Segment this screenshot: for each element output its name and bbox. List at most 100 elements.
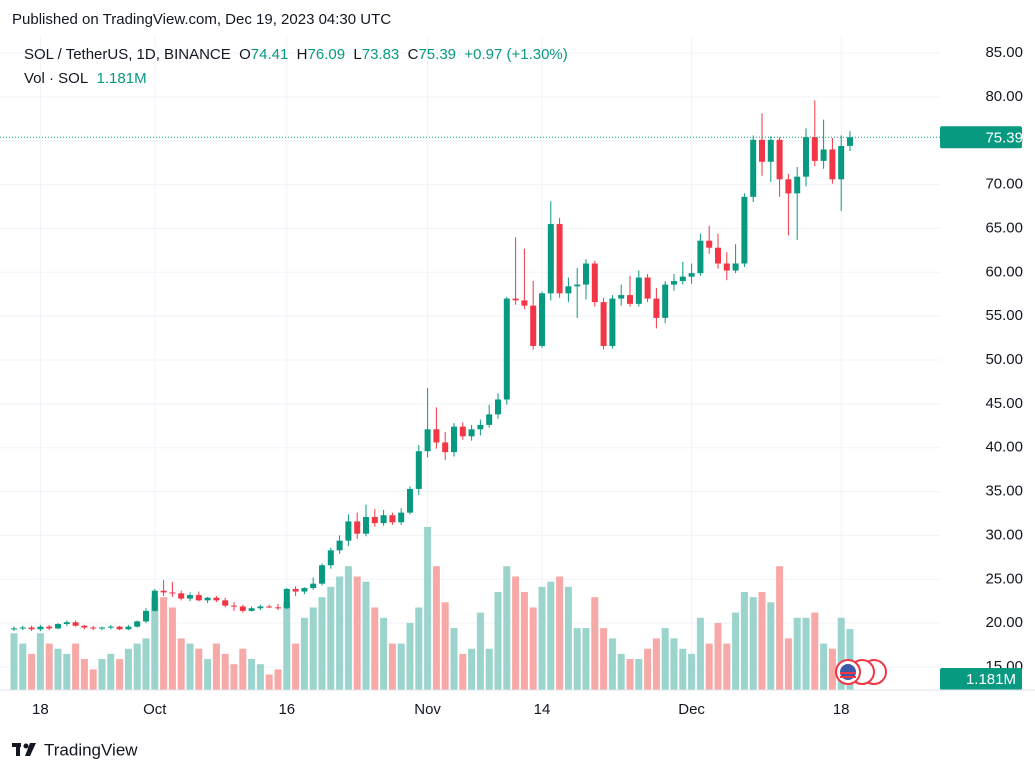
volume-bar: [151, 597, 159, 690]
volume-bar: [749, 597, 757, 690]
volume-bar: [133, 643, 141, 690]
candle-body: [512, 298, 519, 301]
volume-bar: [380, 617, 388, 690]
volume-bar: [784, 638, 792, 690]
volume-bar: [230, 664, 238, 690]
candle-body: [583, 263, 589, 285]
volume-bar: [80, 659, 88, 690]
volume-bar: [424, 527, 432, 690]
x-tick-label: Dec: [678, 701, 705, 718]
candle-body: [283, 588, 290, 609]
volume-value: 1.181M: [96, 70, 147, 87]
volume-bar: [362, 581, 370, 690]
volume-label: 1.181M: [966, 671, 1016, 688]
volume-bar: [564, 586, 572, 690]
y-tick-label: 85.00: [985, 44, 1023, 61]
x-tick-label: 18: [833, 701, 850, 718]
candle-body: [354, 521, 361, 534]
candle-body: [539, 293, 545, 346]
volume-bar: [547, 581, 555, 690]
volume-bar: [107, 653, 115, 690]
volume-bar: [837, 617, 845, 690]
volume-bar: [696, 617, 704, 690]
volume-bar: [573, 628, 581, 690]
volume-bar: [177, 638, 185, 690]
symbol: SOL / TetherUS, 1D, BINANCE: [24, 46, 231, 63]
candle-body: [204, 597, 211, 601]
candle-body: [556, 224, 563, 294]
low: 73.83: [361, 46, 400, 63]
candle-body: [767, 139, 774, 162]
volume-legend: Vol · SOL 1.181M: [24, 70, 147, 87]
volume-bar: [397, 643, 405, 690]
legend: SOL / TetherUS, 1D, BINANCE O 74.41 H 76.0…: [24, 46, 568, 63]
candle-body: [600, 302, 607, 346]
candle-body: [662, 284, 669, 318]
candle-body: [530, 305, 537, 346]
candle-body: [389, 515, 396, 523]
candle-body: [319, 565, 325, 584]
candle-body: [63, 622, 70, 625]
y-tick-label: 60.00: [985, 263, 1023, 280]
candle-body: [11, 628, 17, 630]
candle-body: [99, 627, 105, 629]
volume-bar: [705, 643, 713, 690]
candle-body: [195, 595, 202, 601]
x-tick-label: 14: [534, 701, 551, 718]
volume-bar: [767, 602, 775, 690]
candle-body: [565, 286, 572, 294]
candle-body: [688, 273, 695, 277]
candle-body: [345, 521, 352, 541]
volume-bar: [388, 643, 396, 690]
volume-bar: [776, 566, 784, 690]
volume-bar: [828, 648, 836, 690]
candle-body: [671, 281, 677, 285]
volume-bar: [459, 653, 467, 690]
volume-bar: [160, 597, 168, 690]
candle-body: [820, 149, 827, 161]
candle-body: [213, 597, 220, 601]
candle-body: [715, 247, 721, 264]
volume-bar: [256, 664, 264, 690]
candle-body: [803, 137, 809, 177]
volume-bar: [10, 633, 18, 690]
x-tick-label: Nov: [414, 701, 441, 718]
candle-body: [459, 426, 466, 437]
y-tick-label: 40.00: [985, 439, 1023, 456]
brand: TradingView: [44, 740, 138, 759]
last-price-box: [940, 126, 1022, 149]
volume-bar: [72, 643, 80, 690]
volume-bar: [265, 674, 273, 690]
volume-bar: [98, 659, 106, 690]
volume-bar: [54, 648, 62, 690]
volume-bar: [644, 648, 652, 690]
volume-bar: [28, 653, 36, 690]
candle-body: [811, 137, 818, 161]
volume-bar: [538, 586, 546, 690]
candle-body: [178, 593, 185, 599]
volume-title: Vol · SOL: [24, 70, 89, 87]
candle-body: [574, 284, 581, 287]
candle-body: [301, 588, 308, 592]
change: +0.97 (+1.30%): [464, 46, 568, 63]
volume-bar: [283, 602, 291, 690]
candle-body: [697, 240, 704, 274]
candle-body: [644, 277, 651, 299]
candle-body: [116, 626, 123, 630]
volume-bar: [441, 602, 449, 690]
candle-body: [794, 176, 801, 194]
volume-bar: [626, 659, 634, 690]
y-tick-label: 25.00: [985, 570, 1023, 587]
candle-body: [107, 626, 114, 628]
candle-body: [19, 627, 26, 629]
candle-body: [618, 295, 625, 299]
volume-bar: [415, 607, 423, 690]
volume-bar: [63, 653, 71, 690]
volume-bar: [485, 648, 493, 690]
candle-body: [143, 610, 149, 622]
candle-body: [363, 517, 369, 534]
candle-body: [785, 179, 792, 194]
candle-body: [336, 540, 343, 551]
candle-body: [266, 606, 273, 608]
volume-bar: [336, 576, 344, 690]
